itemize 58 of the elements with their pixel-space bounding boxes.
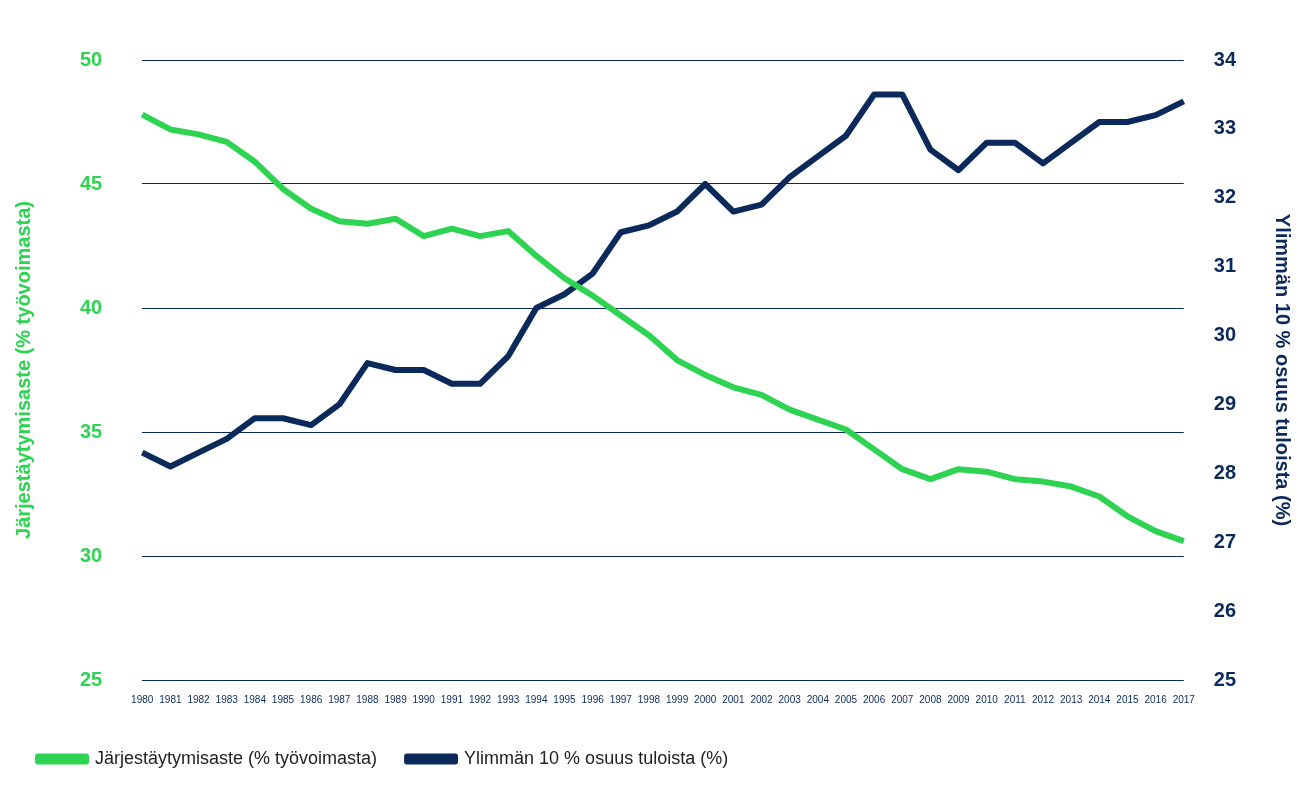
x-tick-label: 1992 <box>468 693 492 705</box>
x-tick-label: 2006 <box>862 693 886 705</box>
y2-tick-label: 25 <box>1213 667 1236 690</box>
x-tick-label: 1994 <box>525 693 548 705</box>
x-tick-label: 2016 <box>1144 693 1168 705</box>
x-tick-label: 2001 <box>722 693 745 705</box>
x-tick-label: 1987 <box>328 693 351 705</box>
y2-tick-label: 26 <box>1213 598 1236 621</box>
x-tick-label: 2014 <box>1088 693 1111 705</box>
y-tick-label: 25 <box>80 667 103 690</box>
x-tick-label: 2008 <box>919 693 942 705</box>
x-tick-label: 2005 <box>834 693 858 705</box>
y2-tick-label: 28 <box>1213 460 1236 483</box>
x-tick-label: 1983 <box>215 693 239 705</box>
y2-tick-label: 31 <box>1213 254 1236 277</box>
legend-label: Järjestäytymisaste (% työvoimasta) <box>95 747 378 768</box>
y-tick-label: 35 <box>80 419 103 442</box>
x-tick-label: 1982 <box>187 693 211 705</box>
x-tick-label: 1998 <box>637 693 661 705</box>
x-tick-label: 2004 <box>806 693 830 705</box>
x-tick-label: 1995 <box>553 693 577 705</box>
x-tick-label: 2007 <box>891 693 914 705</box>
x-tick-label: 1990 <box>412 693 436 705</box>
y-tick-label: 45 <box>80 171 103 194</box>
x-tick-label: 1986 <box>300 693 323 705</box>
x-tick-label: 1980 <box>131 693 154 705</box>
y-axis-title: Järjestäytymisaste (% työvoimasta) <box>11 201 34 539</box>
y-tick-label: 30 <box>80 543 103 566</box>
y2-tick-label: 34 <box>1213 47 1237 70</box>
x-tick-label: 1996 <box>581 693 605 705</box>
x-tick-label: 1993 <box>497 693 520 705</box>
x-tick-label: 2000 <box>694 693 717 705</box>
x-tick-label: 2012 <box>1031 693 1055 705</box>
x-tick-label: 1999 <box>665 693 689 705</box>
x-tick-label: 2011 <box>1004 693 1027 705</box>
y-tick-label: 40 <box>80 295 103 318</box>
x-tick-label: 2010 <box>975 693 999 705</box>
y-tick-label: 50 <box>80 47 103 70</box>
x-tick-label: 2013 <box>1060 693 1083 705</box>
y2-axis-title: Ylimmän 10 % osuus tuloista (%) <box>1272 213 1295 527</box>
x-tick-label: 2002 <box>750 693 774 705</box>
x-tick-label: 2003 <box>778 693 802 705</box>
x-tick-label: 1984 <box>243 693 267 705</box>
x-tick-label: 1988 <box>356 693 379 705</box>
x-tick-label: 2015 <box>1116 693 1140 705</box>
y2-tick-label: 29 <box>1213 391 1236 414</box>
y2-tick-label: 33 <box>1213 116 1236 139</box>
x-tick-label: 2009 <box>947 693 971 705</box>
x-tick-label: 1989 <box>384 693 408 705</box>
x-tick-label: 1985 <box>271 693 295 705</box>
y2-tick-label: 30 <box>1213 323 1236 346</box>
x-tick-label: 1997 <box>609 693 633 705</box>
y2-tick-label: 32 <box>1213 185 1236 208</box>
legend-label: Ylimmän 10 % osuus tuloista (%) <box>464 747 729 768</box>
x-tick-label: 1991 <box>440 693 464 705</box>
x-tick-label: 1981 <box>159 693 182 705</box>
y2-tick-label: 27 <box>1213 529 1236 552</box>
x-tick-label: 2017 <box>1172 693 1196 705</box>
